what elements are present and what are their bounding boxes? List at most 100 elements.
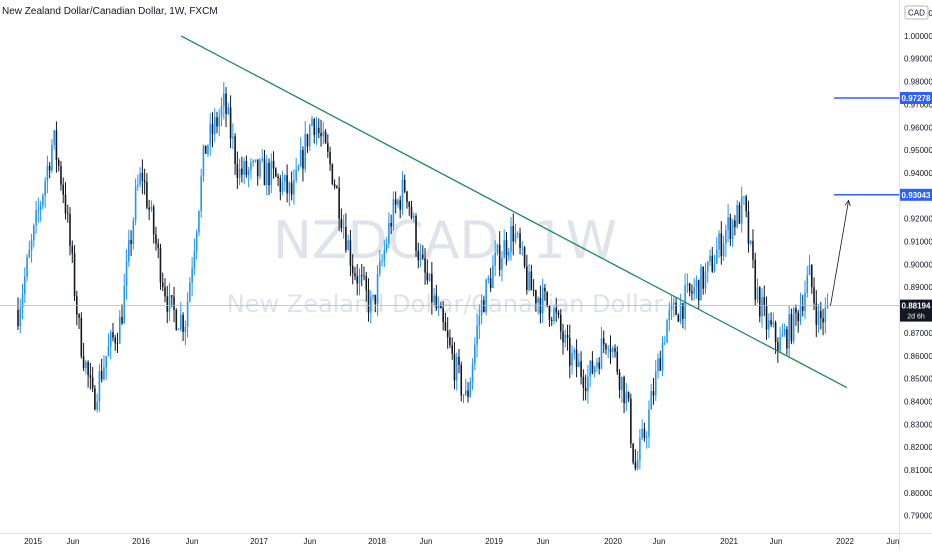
candle bbox=[164, 278, 166, 303]
candle bbox=[781, 323, 784, 337]
candle bbox=[478, 304, 481, 340]
drawing-layer bbox=[0, 35, 899, 389]
candle bbox=[670, 295, 673, 321]
candle bbox=[222, 82, 225, 120]
candle bbox=[625, 382, 628, 412]
candle bbox=[706, 261, 709, 283]
price-tick-label: 0.84000 bbox=[904, 398, 932, 407]
candle bbox=[193, 238, 196, 276]
candle bbox=[175, 308, 178, 331]
candle bbox=[688, 282, 691, 297]
candle bbox=[795, 304, 797, 326]
candle bbox=[474, 337, 476, 371]
candle bbox=[808, 254, 811, 276]
candle bbox=[720, 221, 723, 265]
candle bbox=[738, 201, 741, 225]
candle bbox=[322, 121, 325, 145]
candle bbox=[406, 190, 408, 209]
candle bbox=[250, 158, 252, 180]
candle bbox=[103, 355, 105, 381]
candle bbox=[71, 240, 74, 263]
candle bbox=[521, 241, 524, 256]
candle bbox=[304, 121, 307, 173]
candle bbox=[166, 285, 169, 324]
price-tick-label: 0.85000 bbox=[904, 375, 932, 384]
candle bbox=[234, 133, 236, 175]
candle bbox=[134, 178, 137, 226]
candle bbox=[641, 419, 643, 441]
candle bbox=[584, 374, 587, 401]
candle bbox=[813, 277, 815, 311]
candle bbox=[749, 240, 752, 246]
candle bbox=[369, 290, 372, 324]
price-tick-label: 0.80000 bbox=[904, 489, 932, 498]
time-axis[interactable]: 2015 Jun 2016 Jun 2017 Jun 2018 Jun 2019 Jun 2020 J… bbox=[24, 537, 899, 546]
candle bbox=[336, 184, 338, 189]
candle bbox=[245, 155, 248, 178]
candle bbox=[128, 229, 130, 267]
candle bbox=[268, 158, 270, 195]
time-tick-label: Jun bbox=[186, 537, 199, 546]
candle bbox=[399, 195, 401, 219]
candle bbox=[573, 347, 576, 360]
candle bbox=[94, 385, 96, 411]
candle bbox=[116, 332, 119, 354]
candle bbox=[621, 376, 623, 403]
candle bbox=[98, 364, 101, 412]
candle bbox=[363, 266, 365, 281]
candle bbox=[184, 320, 187, 346]
candle bbox=[412, 212, 415, 223]
price-tick-label: 0.98000 bbox=[904, 78, 932, 87]
candle bbox=[286, 164, 288, 203]
currency-label: CAD bbox=[908, 9, 925, 18]
candle bbox=[376, 265, 379, 316]
candle bbox=[401, 171, 404, 215]
candle bbox=[35, 200, 37, 235]
candle bbox=[87, 360, 89, 388]
candle bbox=[53, 129, 55, 150]
candle bbox=[575, 339, 578, 378]
candle bbox=[23, 267, 26, 303]
candle bbox=[614, 344, 616, 358]
candle bbox=[186, 292, 189, 338]
candle bbox=[189, 276, 191, 303]
candle bbox=[28, 240, 31, 258]
candle bbox=[243, 157, 245, 185]
price-tag: 0.93043 bbox=[900, 188, 932, 201]
watermark-symbol: NZDCAD, 1W bbox=[273, 211, 617, 271]
candle bbox=[204, 145, 207, 154]
price-axis[interactable]: 1.010001.000000.990000.980000.970000.960… bbox=[904, 9, 932, 521]
candle bbox=[607, 344, 610, 359]
candle bbox=[297, 164, 300, 172]
candle bbox=[141, 159, 144, 195]
trendline[interactable] bbox=[180, 35, 848, 389]
forecast-arrow[interactable] bbox=[830, 199, 851, 306]
currency-badge[interactable]: CAD bbox=[904, 5, 929, 20]
candle bbox=[532, 279, 535, 297]
candle bbox=[123, 273, 126, 324]
candle bbox=[367, 278, 370, 322]
time-tick-label: Jun bbox=[67, 537, 80, 546]
candle bbox=[792, 306, 795, 345]
price-tick-label: 0.99000 bbox=[904, 55, 932, 64]
candle bbox=[783, 323, 786, 337]
price-tick-label: 0.87000 bbox=[904, 329, 932, 338]
last-price-label: 0.88194 bbox=[902, 302, 931, 311]
candle bbox=[295, 157, 297, 183]
candle bbox=[180, 301, 182, 332]
price-tick-label: 0.92000 bbox=[904, 215, 932, 224]
candle bbox=[790, 308, 793, 345]
time-tick-label: 2015 bbox=[24, 537, 42, 546]
candle bbox=[109, 329, 112, 360]
candle bbox=[57, 157, 60, 172]
candle bbox=[555, 297, 558, 322]
candle bbox=[806, 265, 809, 298]
price-tick-label: 0.79000 bbox=[904, 512, 932, 521]
candle bbox=[270, 153, 273, 194]
candle bbox=[279, 175, 282, 201]
candle bbox=[817, 304, 820, 333]
candle bbox=[345, 213, 347, 253]
candle bbox=[786, 326, 788, 355]
